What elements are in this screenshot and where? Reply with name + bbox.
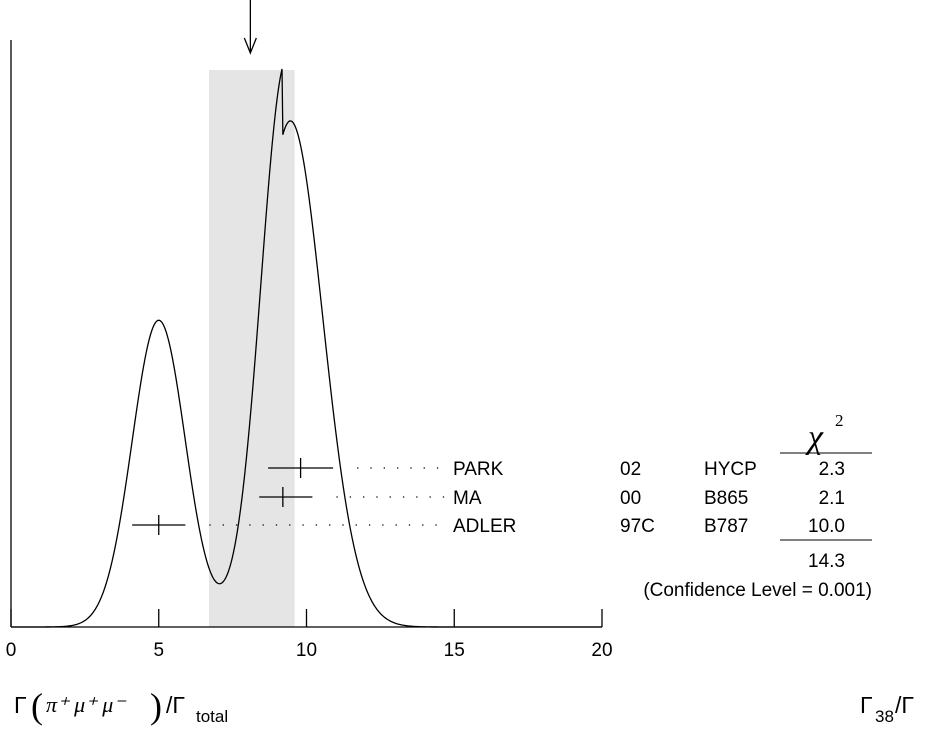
chi2-header-power: 2 <box>835 411 844 430</box>
x-tick-label: 0 <box>6 640 17 661</box>
chi2-column: χ 2 14.3 (Confidence Level = 0.001) <box>643 411 872 601</box>
x-axis-label-slash-gamma: /Γ <box>166 692 185 718</box>
right-label: Γ 38 /Γ <box>860 692 914 726</box>
ideogram-curve <box>11 68 602 628</box>
arrow-head <box>243 37 257 55</box>
x-axis-label-subscript: total <box>196 707 228 726</box>
error-band <box>208 70 295 627</box>
x-axis-label-close-paren: ) <box>150 686 162 726</box>
x-axis-label-open-paren: ( <box>31 686 43 726</box>
measurement-year: 97C <box>620 516 655 537</box>
x-tick-label: 10 <box>296 640 317 661</box>
measurement-list: PARK 02 HYCP 2.3 MA 00 B865 2.1 ADLER 97C B787 10.0 <box>132 458 845 537</box>
measurement-row: MA 00 B865 2.1 <box>259 487 845 509</box>
measurement-row: PARK 02 HYCP 2.3 <box>268 458 845 480</box>
x-axis-label-formula: π⁺ μ⁺ μ⁻ <box>46 692 127 717</box>
x-axis-label-gamma: Γ <box>14 692 27 718</box>
measurement-year: 00 <box>620 488 641 509</box>
measurement-code: B865 <box>704 488 748 509</box>
measurement-row: ADLER 97C B787 10.0 <box>132 515 845 537</box>
x-axis-label: Γ ( π⁺ μ⁺ μ⁻ ) /Γ total <box>14 686 228 726</box>
x-tick-label: 15 <box>444 640 465 661</box>
weighted-average-arrow <box>243 0 257 55</box>
right-label-gamma: Γ <box>860 692 873 718</box>
confidence-level: (Confidence Level = 0.001) <box>643 580 872 601</box>
x-tick-label: 20 <box>591 640 612 661</box>
measurement-chi2: 2.3 <box>819 459 845 480</box>
measurement-code: B787 <box>704 516 748 537</box>
x-axis-ticks <box>10 609 603 627</box>
measurement-chi2: 10.0 <box>808 516 845 537</box>
measurement-code: HYCP <box>704 459 757 480</box>
measurement-year: 02 <box>620 459 641 480</box>
measurement-name: PARK <box>453 459 504 480</box>
chi2-header: χ <box>805 419 824 456</box>
right-label-subscript: 38 <box>875 707 894 726</box>
measurement-name: ADLER <box>453 516 516 537</box>
chi2-total: 14.3 <box>808 551 845 572</box>
right-label-suffix: /Γ <box>895 692 914 718</box>
x-axis-tick-labels: 0 5 10 15 20 <box>6 640 613 661</box>
x-tick-label: 5 <box>153 640 164 661</box>
measurement-name: MA <box>453 488 482 509</box>
measurement-chi2: 2.1 <box>819 488 845 509</box>
